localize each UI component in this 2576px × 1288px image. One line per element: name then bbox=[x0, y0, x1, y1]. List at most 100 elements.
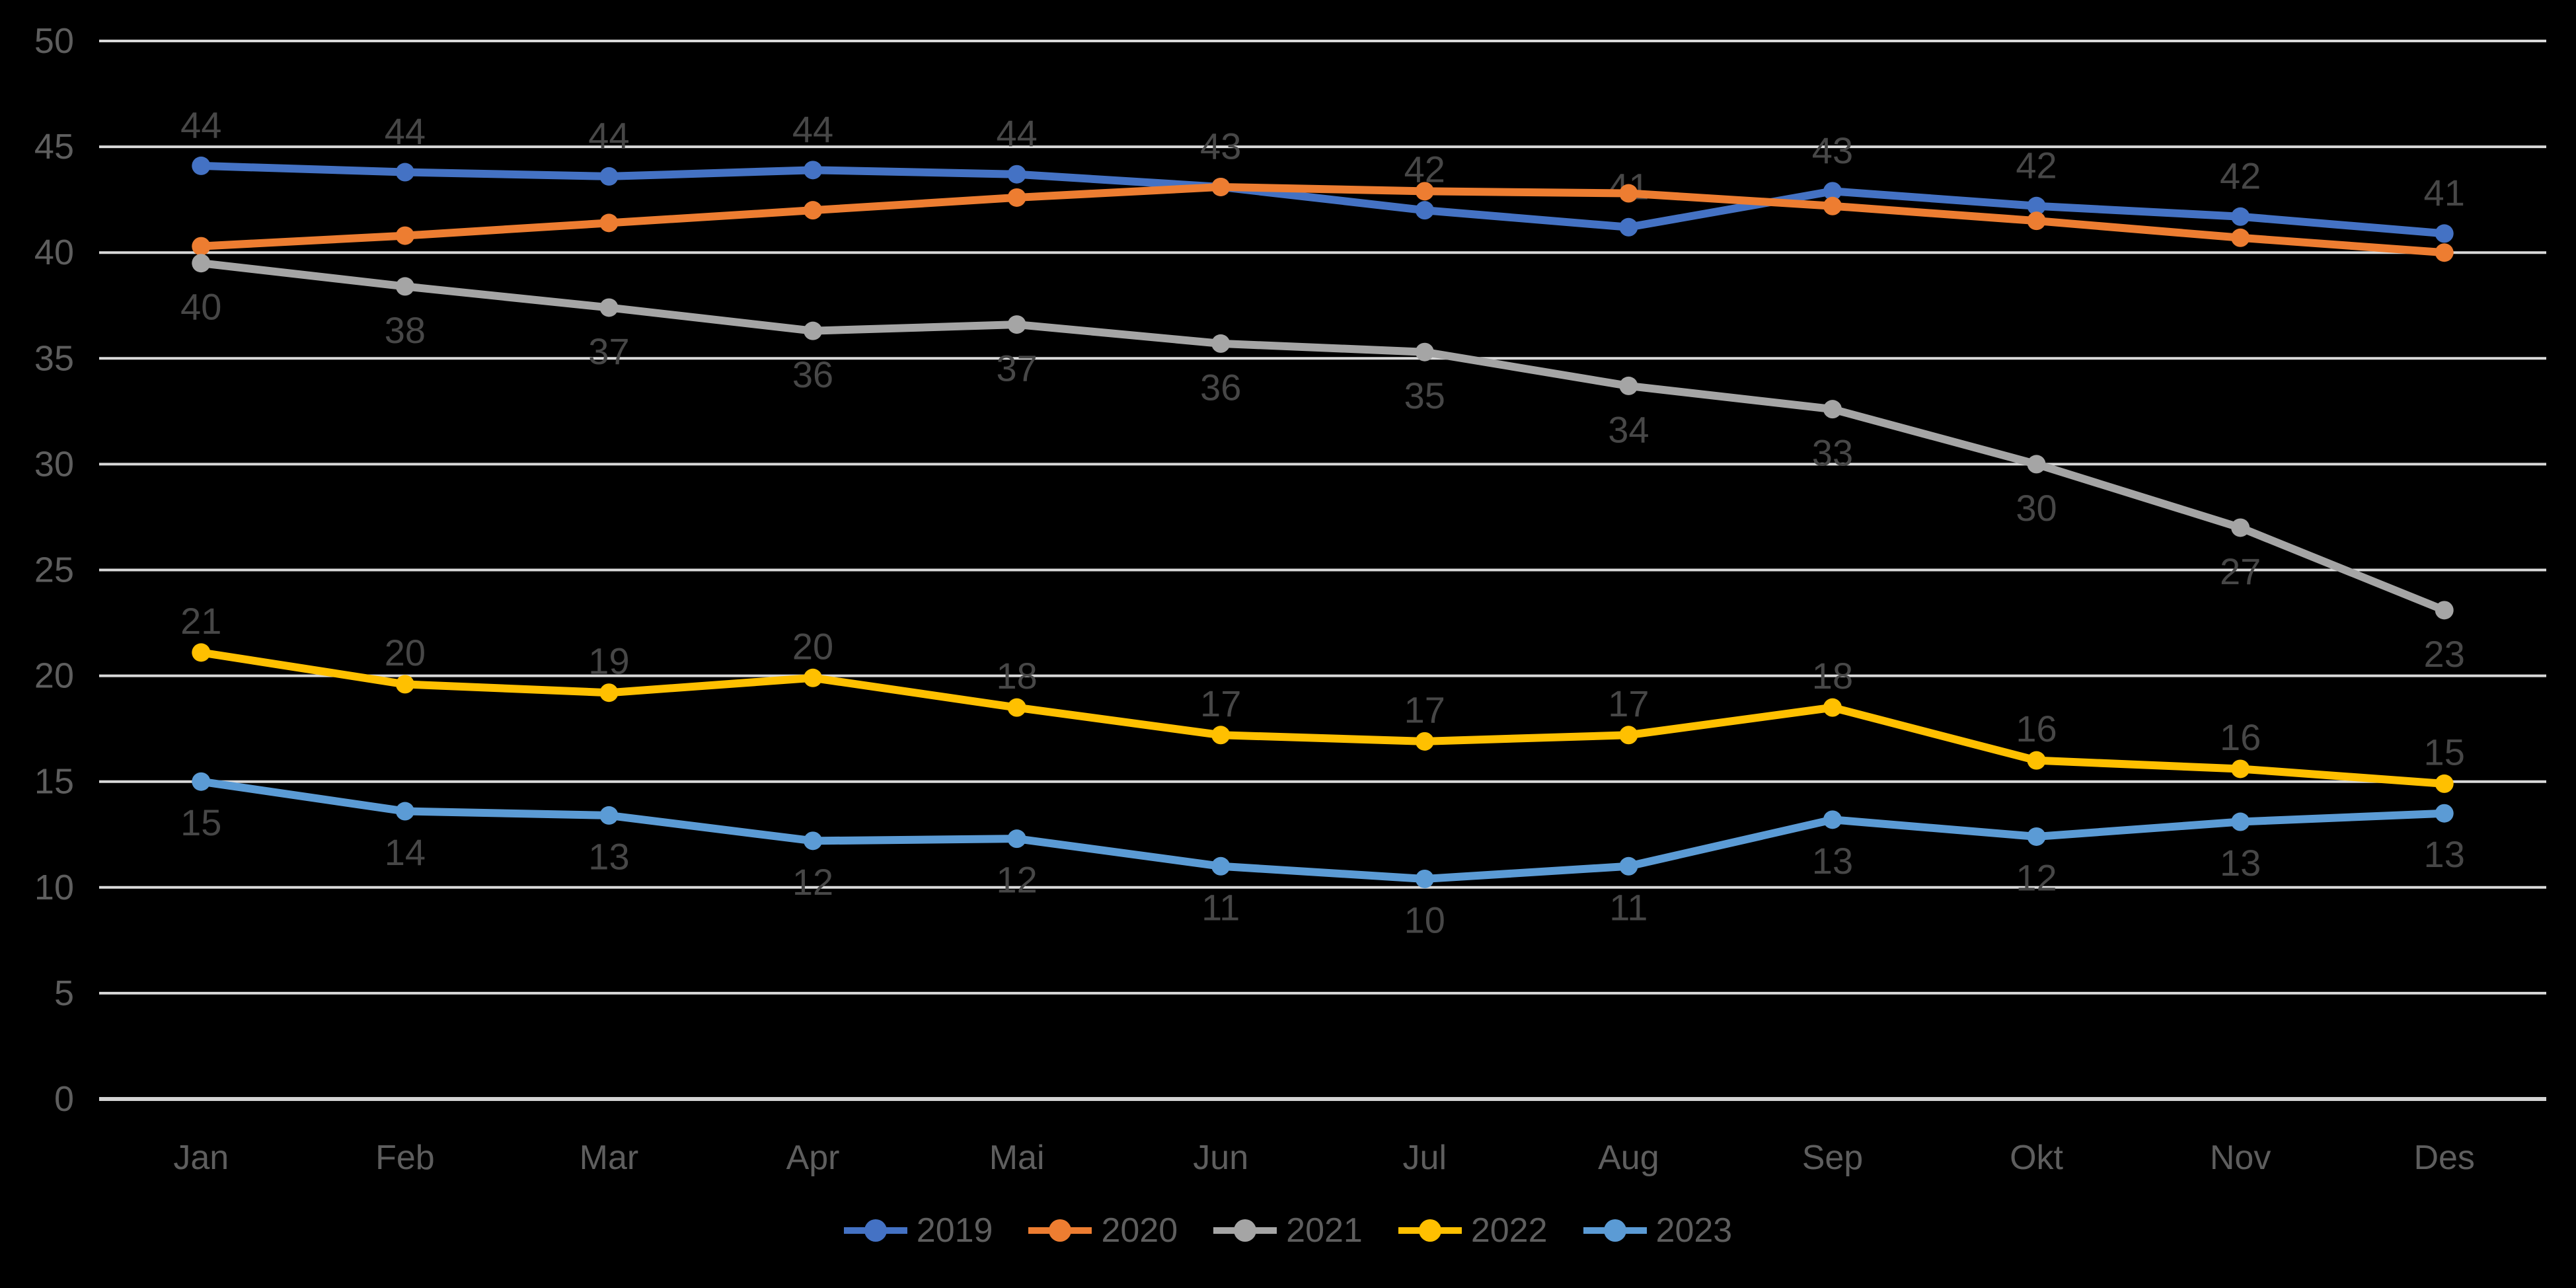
data-label-2023-aug: 11 bbox=[1609, 886, 1648, 928]
data-label-2022-jul: 17 bbox=[1404, 689, 1445, 730]
data-point-marker-2023-okt bbox=[2027, 827, 2046, 846]
data-point-marker-2019-jul bbox=[1415, 201, 1434, 220]
data-point-marker-2020-feb bbox=[395, 226, 414, 245]
data-point-marker-2021-aug bbox=[1619, 376, 1638, 395]
data-point-marker-2021-okt bbox=[2027, 455, 2046, 474]
data-point-marker-2020-des bbox=[2435, 243, 2454, 262]
data-point-marker-2022-jul bbox=[1415, 732, 1434, 751]
data-label-2023-feb: 14 bbox=[385, 831, 426, 873]
data-label-2021-mai: 37 bbox=[996, 348, 1037, 389]
data-point-marker-2022-mai bbox=[1007, 698, 1026, 717]
data-label-2022-jan: 21 bbox=[180, 600, 221, 642]
legend-marker-icon bbox=[1583, 1219, 1647, 1242]
data-point-marker-2020-mai bbox=[1007, 188, 1026, 207]
data-point-marker-2019-sep bbox=[1823, 182, 1842, 201]
data-label-2023-mai: 12 bbox=[996, 859, 1037, 901]
x-axis-label-nov: Nov bbox=[2210, 1139, 2271, 1177]
data-label-2022-feb: 20 bbox=[385, 632, 426, 673]
data-label-2021-okt: 30 bbox=[2016, 487, 2057, 529]
data-point-marker-2020-mar bbox=[599, 213, 619, 233]
data-label-2019-feb: 44 bbox=[385, 110, 426, 152]
data-point-marker-2019-mar bbox=[599, 167, 619, 186]
legend-item-2019: 2019 bbox=[843, 1213, 993, 1248]
y-axis-tick-label: 5 bbox=[54, 973, 74, 1013]
y-axis-tick-label: 35 bbox=[34, 338, 74, 378]
x-axis-label-jun: Jun bbox=[1193, 1139, 1248, 1177]
y-axis-tick-label: 20 bbox=[34, 656, 74, 696]
series-line-2020 bbox=[197, 182, 2448, 257]
legend-label: 2022 bbox=[1470, 1211, 1548, 1250]
data-label-2019-jun: 43 bbox=[1200, 125, 1241, 167]
x-axis-label-jan: Jan bbox=[173, 1139, 229, 1177]
data-label-2019-des: 41 bbox=[2424, 172, 2465, 213]
x-axis-label-mar: Mar bbox=[580, 1139, 639, 1177]
data-point-marker-2019-des bbox=[2435, 224, 2454, 243]
data-point-marker-2023-sep bbox=[1823, 810, 1842, 829]
data-point-marker-2021-feb bbox=[395, 277, 414, 296]
data-label-2022-mar: 19 bbox=[588, 640, 629, 682]
x-axis-label-des: Des bbox=[2413, 1139, 2474, 1177]
data-point-marker-2021-apr bbox=[804, 321, 823, 340]
data-label-2023-jul: 10 bbox=[1404, 899, 1445, 940]
data-point-marker-2022-aug bbox=[1619, 726, 1638, 745]
data-label-2022-okt: 16 bbox=[2016, 708, 2057, 749]
x-axis-label-apr: Apr bbox=[786, 1139, 840, 1177]
y-axis-tick-label: 40 bbox=[34, 233, 74, 272]
data-label-2021-apr: 36 bbox=[792, 354, 833, 395]
data-point-marker-2021-jan bbox=[192, 254, 211, 273]
legend-item-2021: 2021 bbox=[1213, 1213, 1363, 1248]
data-label-2023-mar: 13 bbox=[588, 835, 629, 877]
data-label-2022-aug: 17 bbox=[1608, 683, 1649, 724]
data-point-marker-2022-jan bbox=[192, 643, 211, 662]
data-label-2022-jun: 17 bbox=[1200, 683, 1241, 724]
data-point-marker-2022-feb bbox=[395, 675, 414, 694]
y-axis-tick-label: 15 bbox=[34, 762, 74, 802]
data-label-2019-jan: 44 bbox=[180, 104, 221, 145]
data-label-2023-apr: 12 bbox=[792, 861, 833, 903]
data-point-marker-2020-nov bbox=[2231, 228, 2250, 247]
data-label-2023-des: 13 bbox=[2424, 833, 2465, 875]
y-axis-tick-label: 30 bbox=[34, 444, 74, 484]
x-axis-label-jul: Jul bbox=[1403, 1139, 1447, 1177]
data-point-marker-2022-okt bbox=[2027, 751, 2046, 770]
data-point-marker-2021-sep bbox=[1823, 400, 1842, 419]
data-label-2021-nov: 27 bbox=[2220, 550, 2261, 592]
data-label-2019-sep: 43 bbox=[1812, 130, 1853, 171]
data-point-marker-2019-mai bbox=[1007, 165, 1026, 184]
data-label-2022-des: 15 bbox=[2424, 731, 2465, 773]
chart-legend: 2019 2020 2021 2022 2023 bbox=[0, 1213, 2576, 1248]
data-point-marker-2021-mar bbox=[599, 298, 619, 317]
data-point-marker-2022-nov bbox=[2231, 759, 2250, 778]
data-point-marker-2021-jul bbox=[1415, 342, 1434, 361]
data-point-marker-2021-mai bbox=[1007, 315, 1026, 334]
y-axis-tick-label: 10 bbox=[34, 868, 74, 907]
data-point-marker-2019-okt bbox=[2027, 196, 2046, 215]
data-point-marker-2021-des bbox=[2435, 601, 2454, 620]
legend-marker-icon bbox=[843, 1219, 907, 1242]
data-point-marker-2021-jun bbox=[1211, 334, 1231, 353]
data-point-marker-2023-mar bbox=[599, 806, 619, 825]
data-label-2021-mar: 37 bbox=[588, 330, 629, 372]
series-line-2021 bbox=[197, 259, 2448, 615]
data-point-marker-2023-jun bbox=[1211, 856, 1231, 876]
data-point-marker-2022-des bbox=[2435, 774, 2454, 793]
data-point-marker-2023-jan bbox=[192, 772, 211, 791]
data-point-marker-2020-aug bbox=[1619, 184, 1638, 203]
series-line-2022 bbox=[197, 648, 2448, 788]
data-label-2019-mar: 44 bbox=[588, 114, 629, 156]
data-label-2021-des: 23 bbox=[2424, 633, 2465, 675]
legend-item-2020: 2020 bbox=[1028, 1213, 1178, 1248]
data-label-2021-sep: 33 bbox=[1812, 432, 1853, 474]
data-point-marker-2022-mar bbox=[599, 683, 619, 702]
data-point-marker-2019-aug bbox=[1619, 217, 1638, 237]
data-label-2019-apr: 44 bbox=[792, 108, 833, 150]
x-axis-label-mai: Mai bbox=[989, 1139, 1045, 1177]
data-point-marker-2020-okt bbox=[2027, 211, 2046, 231]
data-point-marker-2021-nov bbox=[2231, 518, 2250, 537]
data-label-2022-sep: 18 bbox=[1812, 655, 1853, 697]
x-axis-label-sep: Sep bbox=[1802, 1139, 1864, 1177]
data-point-marker-2023-apr bbox=[804, 831, 823, 851]
data-label-2023-jan: 15 bbox=[180, 802, 221, 843]
